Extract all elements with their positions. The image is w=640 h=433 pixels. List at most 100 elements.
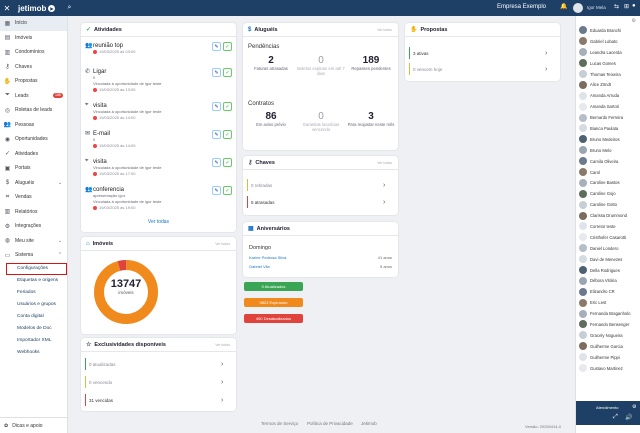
sidebar-item-alugueis[interactable]: $ Aluguéis ⌄: [0, 176, 67, 191]
user-list-item[interactable]: Eric Lest: [576, 297, 640, 308]
user-list-item[interactable]: Davi de Menezes: [576, 254, 640, 265]
submenu-item[interactable]: Configurações: [6, 262, 67, 275]
search-icon[interactable]: ⌕: [67, 4, 72, 11]
user-list-item[interactable]: Lucas Gomes: [576, 58, 640, 69]
user-list-item[interactable]: Caroline Gotto: [576, 199, 640, 210]
user-list-item[interactable]: Débora Vitória: [576, 275, 640, 286]
stat-block[interactable]: 189 Repasses pendentes: [346, 55, 396, 71]
settings-icon[interactable]: ⚙: [631, 17, 636, 24]
user-name[interactable]: Igor Mela: [587, 5, 606, 10]
sidebar-item-condominios[interactable]: ▥ Condomínios: [0, 45, 67, 60]
sidebar-item-pessoas[interactable]: 👥 Pessoas: [0, 118, 67, 133]
submenu-item[interactable]: Importador XML: [17, 338, 52, 343]
summary-row[interactable]: 5 atrasadas ›: [247, 195, 393, 209]
user-list-item[interactable]: Bruno Melo: [576, 145, 640, 156]
stat-block[interactable]: 0 Boletos expiram em até 7 dias: [296, 55, 346, 76]
submenu-item[interactable]: Modelos de Doc: [17, 326, 52, 331]
user-list-item[interactable]: Eduarda Branchi: [576, 25, 640, 36]
edit-icon[interactable]: ✎: [212, 68, 221, 77]
summary-row[interactable]: 0 vencendo ›: [85, 375, 231, 389]
user-list-item[interactable]: Elizandro CR: [576, 286, 640, 297]
property-status-button[interactable]: 450 Desatualizados: [244, 314, 303, 323]
user-list-item[interactable]: Fernanda Braganholo: [576, 308, 640, 319]
user-list-item[interactable]: Gustavo Martinez: [576, 363, 640, 374]
activity-item[interactable]: ⌖ visita Vinculada à oportunidade de igor …: [85, 102, 235, 120]
user-list-item[interactable]: Bernardo Ferreira: [576, 112, 640, 123]
submenu-item[interactable]: Feriados: [17, 290, 36, 295]
user-list-item[interactable]: Guilherme Garcia: [576, 341, 640, 352]
company-name[interactable]: Empresa Exemplo: [497, 4, 547, 10]
complete-icon[interactable]: ✓: [223, 102, 232, 111]
logo[interactable]: jetimob ▶: [18, 4, 56, 13]
edit-icon[interactable]: ✎: [212, 158, 221, 167]
user-list-item[interactable]: Cristhofer Casarotti: [576, 232, 640, 243]
view-all-activities-link[interactable]: Ver todas: [147, 219, 170, 225]
chevron-icon[interactable]: ⌄: [58, 237, 63, 244]
user-list-item[interactable]: Clarissa Drummond: [576, 210, 640, 221]
user-list-item[interactable]: Carol: [576, 167, 640, 178]
switch-icon[interactable]: ⇆: [614, 4, 620, 10]
speaker-icon[interactable]: 🔊: [625, 415, 633, 421]
jetimob-link[interactable]: Jetimob: [361, 421, 377, 426]
property-status-button[interactable]: 9823 Expirando: [244, 298, 303, 307]
summary-row[interactable]: 0 vencem hoje ›: [409, 62, 555, 76]
property-status-button[interactable]: 0 Atualizados: [244, 282, 303, 291]
user-list-item[interactable]: Fernando Bensenger: [576, 319, 640, 330]
edit-icon[interactable]: ✎: [212, 42, 221, 51]
sidebar-item-roletas-de-leads[interactable]: ◎ Roletas de leads: [0, 103, 67, 118]
summary-row[interactable]: 0 retiradas ›: [247, 178, 393, 192]
sidebar-item-oportunidades[interactable]: ◉ Oportunidades: [0, 132, 67, 147]
donut-segment[interactable]: [94, 260, 158, 324]
sidebar-item-chaves[interactable]: ⚷ Chaves: [0, 60, 67, 75]
privacy-link[interactable]: Política de Privacidade: [307, 421, 353, 426]
bell-icon[interactable]: 🔔: [560, 4, 568, 10]
user-list-item[interactable]: Camila Oliveira: [576, 156, 640, 167]
summary-row[interactable]: 0 atualizadas ›: [85, 357, 231, 371]
user-list-item[interactable]: Caroline Bastos: [576, 177, 640, 188]
birthday-row[interactable]: Karine Pedrosa Silva 41 anos: [249, 255, 392, 260]
complete-icon[interactable]: ✓: [223, 186, 232, 195]
complete-icon[interactable]: ✓: [223, 130, 232, 139]
birthday-name[interactable]: Gabriel Vila: [249, 264, 270, 269]
user-list-item[interactable]: Alice Zöndt: [576, 79, 640, 90]
fullscreen-icon[interactable]: ⤢: [613, 414, 618, 420]
sidebar-item-vendas[interactable]: ⌗ Vendas: [0, 190, 67, 205]
settings-icon[interactable]: ⚙: [632, 404, 637, 410]
user-list-item[interactable]: Guilherme Pippi: [576, 352, 640, 363]
user-list-item[interactable]: Leandra Lacerda: [576, 47, 640, 58]
user-list-item[interactable]: Gracely Nogueira: [576, 330, 640, 341]
sidebar-item-propostas[interactable]: ✋ Propostas: [0, 74, 67, 89]
sidebar-item-integracoes[interactable]: ⚙ Integrações: [0, 219, 67, 234]
activity-item[interactable]: ✆ Ligar 0 Vinculada à oportunidade de igor …: [85, 68, 235, 92]
user-list-item[interactable]: Bruno Medeiros: [576, 134, 640, 145]
user-list-item[interactable]: Caroline Gojo: [576, 188, 640, 199]
user-list-item[interactable]: Corretor teste: [576, 221, 640, 232]
grid-icon[interactable]: ⊞: [624, 4, 630, 10]
sidebar-item-portais[interactable]: ▣ Portais: [0, 161, 67, 176]
activity-item[interactable]: 👥 reunião top 19/03/2025 às 03:00 ✎ ✓: [85, 42, 235, 54]
chevron-icon[interactable]: ⌃: [58, 252, 63, 259]
user-icon[interactable]: ●: [632, 3, 636, 9]
edit-icon[interactable]: ✎: [212, 102, 221, 111]
sidebar-item-relatorios[interactable]: ▥ Relatórios: [0, 205, 67, 220]
summary-row[interactable]: 3 ativas ›: [409, 46, 555, 60]
view-all-link[interactable]: Ver todos: [215, 342, 230, 347]
user-list-item[interactable]: Amanda Arruda: [576, 90, 640, 101]
activity-item[interactable]: ✉ E-mail 0 19/03/2025 às 14:00 ✎ ✓: [85, 130, 235, 148]
user-list-item[interactable]: Bianca Paulata: [576, 123, 640, 134]
complete-icon[interactable]: ✓: [223, 158, 232, 167]
user-list-item[interactable]: Thomas Teixeira: [576, 69, 640, 80]
birthday-name[interactable]: Karine Pedrosa Silva: [249, 255, 287, 260]
submenu-item[interactable]: Usuários e grupos: [17, 302, 56, 307]
donut-segment[interactable]: [94, 260, 158, 324]
terms-link[interactable]: Termos de Serviço: [261, 421, 299, 426]
chevron-icon[interactable]: ⌄: [58, 179, 63, 186]
user-list-item[interactable]: Amanda Sartori: [576, 101, 640, 112]
sidebar-item-meu-site[interactable]: ◍ Meu site ⌄: [0, 234, 67, 249]
stat-block[interactable]: 86 Em aviso prévio: [246, 111, 296, 127]
complete-icon[interactable]: ✓: [223, 42, 232, 51]
help-link[interactable]: ✿ Dicas e apoio: [0, 417, 68, 433]
stat-block[interactable]: 3 Para reajustar neste mês: [346, 111, 396, 127]
sidebar-item-atividades[interactable]: ✓ Atividades: [0, 147, 67, 162]
submenu-item[interactable]: Webhooks: [17, 350, 40, 355]
